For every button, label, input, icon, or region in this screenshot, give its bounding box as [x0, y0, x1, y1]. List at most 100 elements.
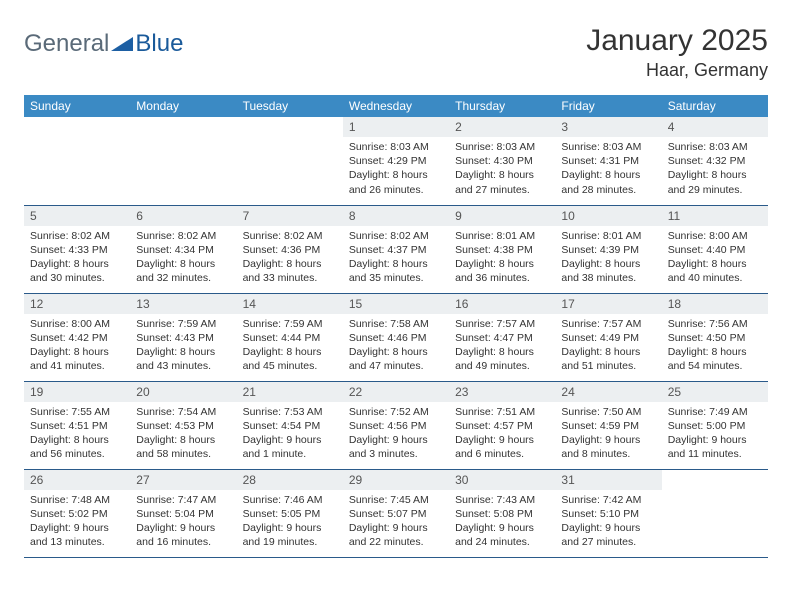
- sunrise-text: Sunrise: 7:48 AM: [30, 493, 124, 507]
- logo: General Blue: [24, 30, 183, 58]
- day-details: Sunrise: 7:45 AMSunset: 5:07 PMDaylight:…: [343, 490, 449, 554]
- day-details: Sunrise: 7:53 AMSunset: 4:54 PMDaylight:…: [237, 402, 343, 466]
- sunset-text: Sunset: 4:46 PM: [349, 331, 443, 345]
- daylight-text: Daylight: 8 hours and 29 minutes.: [668, 168, 762, 196]
- logo-text-blue: Blue: [135, 30, 183, 58]
- calendar-day-cell: [24, 117, 130, 205]
- calendar-day-cell: 18Sunrise: 7:56 AMSunset: 4:50 PMDayligh…: [662, 293, 768, 381]
- day-details: Sunrise: 7:47 AMSunset: 5:04 PMDaylight:…: [130, 490, 236, 554]
- calendar-day-cell: 30 Sunrise: 7:43 AMSunset: 5:08 PMDayligh…: [449, 469, 555, 557]
- day-details: Sunrise: 7:46 AMSunset: 5:05 PMDaylight:…: [237, 490, 343, 554]
- daylight-text: Daylight: 9 hours and 8 minutes.: [561, 433, 655, 461]
- daylight-text: Daylight: 8 hours and 54 minutes.: [668, 345, 762, 373]
- day-number: [24, 117, 130, 137]
- daylight-text: Daylight: 8 hours and 49 minutes.: [455, 345, 549, 373]
- calendar-day-cell: 6Sunrise: 8:02 AMSunset: 4:34 PMDaylight…: [130, 205, 236, 293]
- sunset-text: Sunset: 4:44 PM: [243, 331, 337, 345]
- day-number: 8: [343, 206, 449, 226]
- daylight-text: Daylight: 8 hours and 32 minutes.: [136, 257, 230, 285]
- sunset-text: Sunset: 4:33 PM: [30, 243, 124, 257]
- daylight-text: Daylight: 8 hours and 38 minutes.: [561, 257, 655, 285]
- calendar-day-cell: 9Sunrise: 8:01 AMSunset: 4:38 PMDaylight…: [449, 205, 555, 293]
- calendar-day-cell: [130, 117, 236, 205]
- sunset-text: Sunset: 4:38 PM: [455, 243, 549, 257]
- day-details: Sunrise: 7:51 AMSunset: 4:57 PMDaylight:…: [449, 402, 555, 466]
- sunset-text: Sunset: 4:54 PM: [243, 419, 337, 433]
- day-details: Sunrise: 7:49 AMSunset: 5:00 PMDaylight:…: [662, 402, 768, 466]
- day-number: 17: [555, 294, 661, 314]
- calendar-day-cell: 12Sunrise: 8:00 AMSunset: 4:42 PMDayligh…: [24, 293, 130, 381]
- calendar-day-cell: 23Sunrise: 7:51 AMSunset: 4:57 PMDayligh…: [449, 381, 555, 469]
- day-number: 6: [130, 206, 236, 226]
- day-details: Sunrise: 7:59 AMSunset: 4:44 PMDaylight:…: [237, 314, 343, 378]
- calendar-day-cell: 16Sunrise: 7:57 AMSunset: 4:47 PMDayligh…: [449, 293, 555, 381]
- day-details: Sunrise: 8:03 AMSunset: 4:32 PMDaylight:…: [662, 137, 768, 201]
- sunset-text: Sunset: 4:43 PM: [136, 331, 230, 345]
- day-details: Sunrise: 7:56 AMSunset: 4:50 PMDaylight:…: [662, 314, 768, 378]
- day-number: 19: [24, 382, 130, 402]
- calendar-body: 1Sunrise: 8:03 AMSunset: 4:29 PMDaylight…: [24, 117, 768, 557]
- calendar-week-row: 5Sunrise: 8:02 AMSunset: 4:33 PMDaylight…: [24, 205, 768, 293]
- day-number: 21: [237, 382, 343, 402]
- sunrise-text: Sunrise: 7:59 AM: [136, 317, 230, 331]
- daylight-text: Daylight: 8 hours and 45 minutes.: [243, 345, 337, 373]
- day-number: [130, 117, 236, 137]
- sunset-text: Sunset: 4:29 PM: [349, 154, 443, 168]
- title-block: January 2025 Haar, Germany: [586, 24, 768, 81]
- daylight-text: Daylight: 9 hours and 1 minute.: [243, 433, 337, 461]
- sunset-text: Sunset: 5:10 PM: [561, 507, 655, 521]
- sunrise-text: Sunrise: 8:02 AM: [30, 229, 124, 243]
- day-number: 15: [343, 294, 449, 314]
- day-number: 24: [555, 382, 661, 402]
- daylight-text: Daylight: 8 hours and 30 minutes.: [30, 257, 124, 285]
- calendar-day-cell: 19Sunrise: 7:55 AMSunset: 4:51 PMDayligh…: [24, 381, 130, 469]
- sunrise-text: Sunrise: 7:43 AM: [455, 493, 549, 507]
- sunset-text: Sunset: 4:30 PM: [455, 154, 549, 168]
- sunrise-text: Sunrise: 8:01 AM: [455, 229, 549, 243]
- sunrise-text: Sunrise: 8:00 AM: [30, 317, 124, 331]
- sunrise-text: Sunrise: 8:03 AM: [668, 140, 762, 154]
- day-header: Tuesday: [237, 95, 343, 117]
- daylight-text: Daylight: 9 hours and 3 minutes.: [349, 433, 443, 461]
- day-number: [237, 117, 343, 137]
- day-details: Sunrise: 8:02 AMSunset: 4:34 PMDaylight:…: [130, 226, 236, 290]
- sunrise-text: Sunrise: 7:58 AM: [349, 317, 443, 331]
- day-details: Sunrise: 8:01 AMSunset: 4:39 PMDaylight:…: [555, 226, 661, 290]
- sunset-text: Sunset: 5:08 PM: [455, 507, 549, 521]
- day-number: 23: [449, 382, 555, 402]
- sunset-text: Sunset: 4:40 PM: [668, 243, 762, 257]
- sunrise-text: Sunrise: 7:54 AM: [136, 405, 230, 419]
- day-details: Sunrise: 8:00 AMSunset: 4:42 PMDaylight:…: [24, 314, 130, 378]
- day-number: 30: [449, 470, 555, 490]
- sunset-text: Sunset: 4:53 PM: [136, 419, 230, 433]
- daylight-text: Daylight: 9 hours and 24 minutes.: [455, 521, 549, 549]
- daylight-text: Daylight: 9 hours and 6 minutes.: [455, 433, 549, 461]
- sunset-text: Sunset: 4:51 PM: [30, 419, 124, 433]
- calendar-day-cell: 2Sunrise: 8:03 AMSunset: 4:30 PMDaylight…: [449, 117, 555, 205]
- calendar-day-cell: 10Sunrise: 8:01 AMSunset: 4:39 PMDayligh…: [555, 205, 661, 293]
- calendar-day-cell: 5Sunrise: 8:02 AMSunset: 4:33 PMDaylight…: [24, 205, 130, 293]
- sunrise-text: Sunrise: 7:51 AM: [455, 405, 549, 419]
- sunrise-text: Sunrise: 7:53 AM: [243, 405, 337, 419]
- sunset-text: Sunset: 5:05 PM: [243, 507, 337, 521]
- calendar-day-cell: 26Sunrise: 7:48 AMSunset: 5:02 PMDayligh…: [24, 469, 130, 557]
- logo-triangle-icon: [111, 30, 133, 58]
- sunrise-text: Sunrise: 8:03 AM: [349, 140, 443, 154]
- day-details: Sunrise: 7:54 AMSunset: 4:53 PMDaylight:…: [130, 402, 236, 466]
- daylight-text: Daylight: 8 hours and 28 minutes.: [561, 168, 655, 196]
- day-number: 14: [237, 294, 343, 314]
- calendar-day-cell: 28Sunrise: 7:46 AMSunset: 5:05 PMDayligh…: [237, 469, 343, 557]
- day-number: 22: [343, 382, 449, 402]
- day-details: Sunrise: 7:42 AMSunset: 5:10 PMDaylight:…: [555, 490, 661, 554]
- day-header-row: Sunday Monday Tuesday Wednesday Thursday…: [24, 95, 768, 117]
- sunset-text: Sunset: 4:39 PM: [561, 243, 655, 257]
- calendar-day-cell: 11Sunrise: 8:00 AMSunset: 4:40 PMDayligh…: [662, 205, 768, 293]
- calendar-day-cell: 13Sunrise: 7:59 AMSunset: 4:43 PMDayligh…: [130, 293, 236, 381]
- day-details: Sunrise: 8:02 AMSunset: 4:37 PMDaylight:…: [343, 226, 449, 290]
- month-title: January 2025: [586, 24, 768, 58]
- calendar-day-cell: 17Sunrise: 7:57 AMSunset: 4:49 PMDayligh…: [555, 293, 661, 381]
- daylight-text: Daylight: 8 hours and 35 minutes.: [349, 257, 443, 285]
- header: General Blue January 2025 Haar, Germany: [24, 24, 768, 81]
- calendar-day-cell: 15Sunrise: 7:58 AMSunset: 4:46 PMDayligh…: [343, 293, 449, 381]
- calendar-day-cell: 29Sunrise: 7:45 AMSunset: 5:07 PMDayligh…: [343, 469, 449, 557]
